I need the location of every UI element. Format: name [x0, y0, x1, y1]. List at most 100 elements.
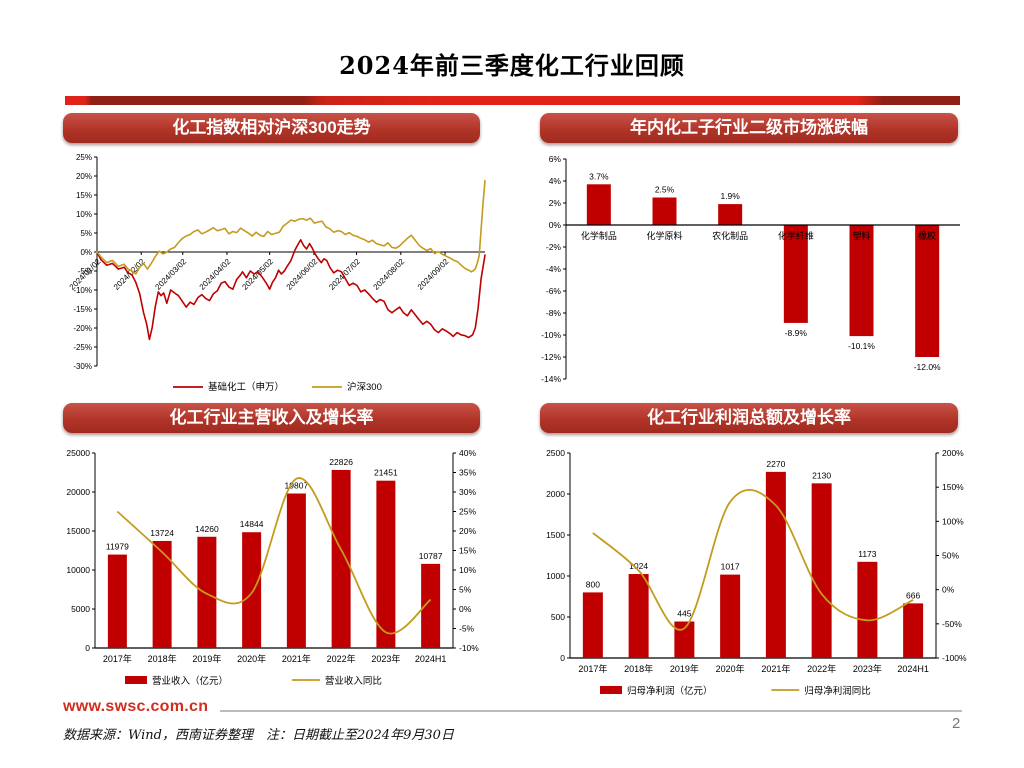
svg-text:-15%: -15% — [73, 305, 92, 314]
svg-text:30%: 30% — [459, 487, 476, 497]
svg-text:0%: 0% — [80, 248, 92, 257]
svg-text:0%: 0% — [549, 220, 562, 230]
svg-text:500: 500 — [551, 612, 565, 622]
svg-text:35%: 35% — [459, 468, 476, 478]
svg-text:21451: 21451 — [374, 468, 398, 478]
svg-text:-12%: -12% — [541, 352, 561, 362]
svg-text:2024H1: 2024H1 — [415, 654, 447, 664]
svg-text:农化制品: 农化制品 — [712, 230, 748, 241]
svg-text:25000: 25000 — [66, 448, 90, 458]
svg-text:10787: 10787 — [419, 551, 443, 561]
svg-text:14260: 14260 — [195, 524, 219, 534]
svg-text:2017年: 2017年 — [578, 663, 607, 674]
svg-text:0%: 0% — [459, 604, 472, 614]
svg-text:1173: 1173 — [858, 549, 877, 559]
svg-text:2%: 2% — [549, 198, 562, 208]
svg-text:0: 0 — [560, 653, 565, 663]
svg-text:-5%: -5% — [459, 624, 475, 634]
data-source-note: 数据来源：Wind，西南证券整理 注：日期截止至2024年9月30日 — [63, 728, 454, 743]
svg-text:10000: 10000 — [66, 565, 90, 575]
page-title: 2024年前三季度化工行业回顾 — [339, 51, 685, 80]
svg-text:归母净利润（亿元）: 归母净利润（亿元） — [627, 685, 713, 697]
svg-text:橡胶: 橡胶 — [918, 230, 936, 241]
svg-text:2017年: 2017年 — [103, 653, 132, 664]
svg-text:2021年: 2021年 — [282, 653, 311, 664]
svg-text:1.9%: 1.9% — [720, 191, 740, 201]
chart-header-index-trend: 化工指数相对沪深300走势 — [63, 113, 480, 143]
svg-text:2020年: 2020年 — [237, 653, 266, 664]
svg-text:2023年: 2023年 — [371, 653, 400, 664]
svg-text:25%: 25% — [76, 153, 92, 162]
svg-text:10%: 10% — [76, 210, 92, 219]
svg-text:-100%: -100% — [942, 653, 967, 663]
svg-text:20000: 20000 — [66, 487, 90, 497]
svg-text:14844: 14844 — [240, 519, 264, 529]
svg-text:-20%: -20% — [73, 324, 92, 333]
svg-text:0: 0 — [85, 643, 90, 653]
footer-divider — [220, 710, 962, 712]
svg-text:2023年: 2023年 — [853, 663, 882, 674]
svg-text:1000: 1000 — [546, 571, 565, 581]
decorative-bar — [65, 96, 960, 105]
svg-text:-10%: -10% — [73, 286, 92, 295]
svg-text:-10.1%: -10.1% — [848, 341, 875, 351]
svg-text:100%: 100% — [942, 516, 964, 526]
svg-text:归母净利润同比: 归母净利润同比 — [804, 685, 871, 697]
company-website-link[interactable]: www.swsc.com.cn — [63, 698, 209, 715]
combo-chart-revenue: 25000 20000 15000 10000 5000 0 40% 35% 30% 25% 20%… — [66, 448, 479, 687]
svg-text:-50%: -50% — [942, 619, 962, 629]
svg-text:150%: 150% — [942, 482, 964, 492]
svg-text:22826: 22826 — [329, 457, 353, 467]
svg-text:2018年: 2018年 — [148, 653, 177, 664]
chart-header-subindustry-change: 年内化工子行业二级市场涨跌幅 — [540, 113, 958, 143]
chart-header-profit-growth: 化工行业利润总额及增长率 — [540, 403, 958, 433]
svg-text:-10%: -10% — [541, 330, 561, 340]
svg-text:15%: 15% — [76, 191, 92, 200]
svg-text:2500: 2500 — [546, 448, 565, 458]
svg-text:1024: 1024 — [629, 561, 648, 571]
svg-text:化学纤维: 化学纤维 — [778, 230, 814, 241]
svg-text:1017: 1017 — [721, 562, 740, 572]
svg-text:5000: 5000 — [71, 604, 90, 614]
svg-text:2021年: 2021年 — [761, 663, 790, 674]
svg-text:营业收入（亿元）: 营业收入（亿元） — [152, 675, 228, 687]
svg-text:3.7%: 3.7% — [589, 171, 609, 181]
svg-text:2270: 2270 — [766, 459, 785, 469]
svg-text:塑料: 塑料 — [852, 230, 870, 241]
chart-header-text: 化工指数相对沪深300走势 — [172, 118, 371, 137]
svg-text:-10%: -10% — [459, 643, 479, 653]
svg-text:-25%: -25% — [73, 343, 92, 352]
svg-text:2024/03/02: 2024/03/02 — [153, 257, 188, 292]
svg-text:2018年: 2018年 — [624, 663, 653, 674]
svg-text:2024H1: 2024H1 — [897, 664, 929, 674]
svg-text:2130: 2130 — [812, 470, 831, 480]
svg-text:化学原料: 化学原料 — [646, 230, 682, 241]
svg-text:11979: 11979 — [106, 542, 129, 552]
svg-text:2024/09/02: 2024/09/02 — [416, 257, 451, 292]
svg-text:基础化工（申万）: 基础化工（申万） — [208, 381, 284, 393]
chart-header-text: 化工行业利润总额及增长率 — [647, 408, 851, 427]
svg-text:15%: 15% — [459, 546, 476, 556]
svg-text:-12.0%: -12.0% — [914, 362, 941, 372]
svg-text:200%: 200% — [942, 448, 964, 458]
svg-text:40%: 40% — [459, 448, 476, 458]
svg-text:15000: 15000 — [66, 526, 90, 536]
svg-text:4%: 4% — [549, 176, 562, 186]
svg-text:10%: 10% — [459, 565, 476, 575]
svg-text:0%: 0% — [942, 585, 955, 595]
svg-text:2020年: 2020年 — [716, 663, 745, 674]
svg-text:2024/08/02: 2024/08/02 — [372, 257, 407, 292]
page-number: 2 — [952, 715, 961, 732]
svg-text:1500: 1500 — [546, 530, 565, 540]
chart-header-text: 化工行业主营收入及增长率 — [169, 408, 374, 427]
svg-text:2024/04/02: 2024/04/02 — [198, 257, 233, 292]
svg-text:-2%: -2% — [546, 242, 562, 252]
chart-header-text: 年内化工子行业二级市场涨跌幅 — [630, 118, 868, 137]
svg-text:-8%: -8% — [546, 308, 562, 318]
svg-text:5%: 5% — [459, 585, 472, 595]
svg-text:化学制品: 化学制品 — [581, 230, 617, 241]
svg-text:-6%: -6% — [546, 286, 562, 296]
svg-text:2019年: 2019年 — [670, 663, 699, 674]
svg-text:2.5%: 2.5% — [655, 185, 675, 195]
